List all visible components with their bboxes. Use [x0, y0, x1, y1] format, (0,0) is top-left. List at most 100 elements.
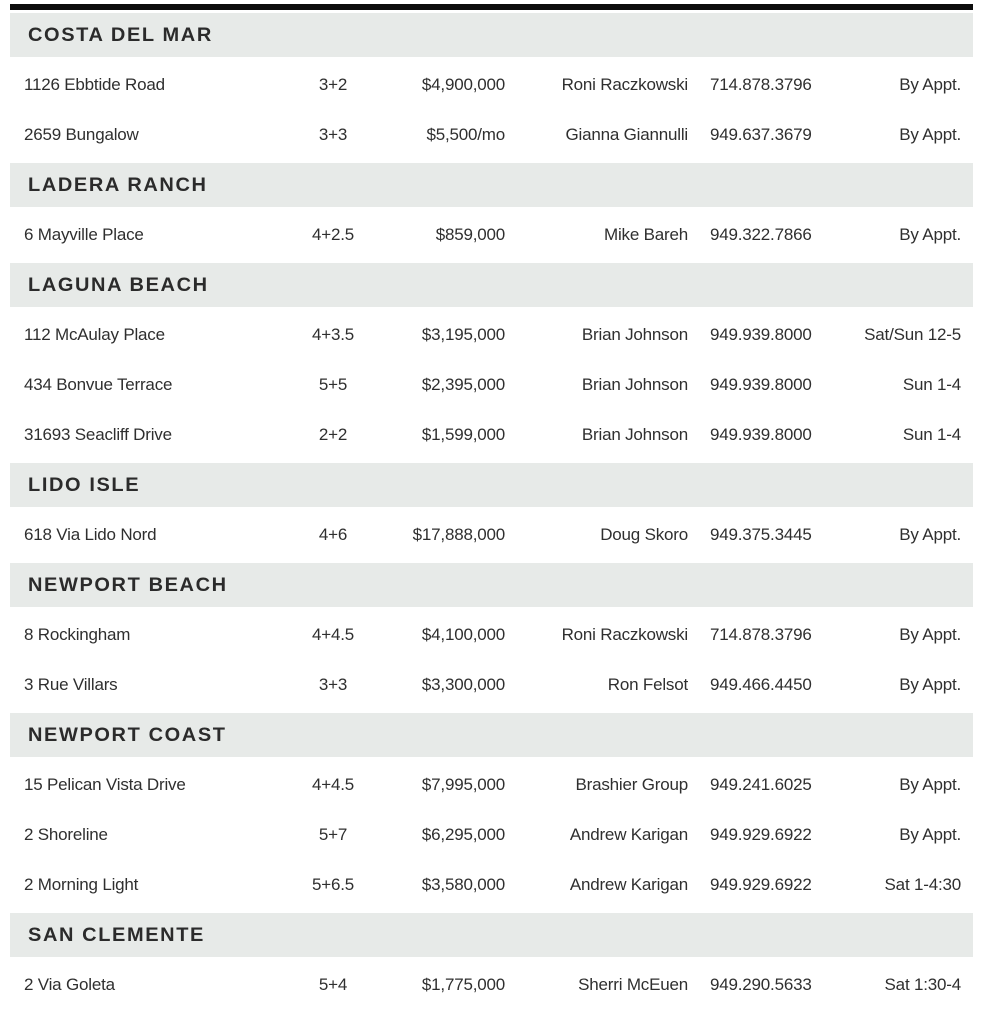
listing-row: 2659 Bungalow 3+3 $5,500/mo Gianna Giann…: [10, 110, 973, 160]
listing-phone: 714.878.3796: [710, 75, 812, 94]
city-name: NEWPORT BEACH: [28, 573, 228, 596]
city-header-band: LIDO ISLE: [10, 463, 973, 507]
listing-open-time: By Appt.: [899, 525, 961, 544]
listing-price: $3,580,000: [421, 875, 505, 894]
city-name: LADERA RANCH: [28, 173, 208, 196]
listing-address: 112 McAulay Place: [24, 325, 165, 344]
listing-agent: Mike Bareh: [604, 225, 688, 244]
listing-row: 15 Pelican Vista Drive 4+4.5 $7,995,000 …: [10, 760, 973, 810]
city-name: LIDO ISLE: [28, 473, 141, 496]
city-header-band: LADERA RANCH: [10, 163, 973, 207]
city-listings: 1126 Ebbtide Road 3+2 $4,900,000 Roni Ra…: [0, 60, 991, 160]
listing-phone: 949.322.7866: [710, 225, 812, 244]
listing-row: 2 Via Goleta 5+4 $1,775,000 Sherri McEue…: [10, 960, 973, 1010]
listing-price: $4,900,000: [421, 75, 505, 94]
listing-price: $17,888,000: [412, 525, 505, 544]
listing-open-time: By Appt.: [899, 225, 961, 244]
listing-phone: 949.241.6025: [710, 775, 812, 794]
listing-agent: Brian Johnson: [581, 375, 688, 394]
listing-agent: Roni Raczkowski: [561, 625, 688, 644]
top-rule: [10, 4, 973, 10]
listing-agent: Brian Johnson: [581, 325, 688, 344]
city-name: SAN CLEMENTE: [28, 923, 205, 946]
city-name: NEWPORT COAST: [28, 723, 227, 746]
listing-address: 2659 Bungalow: [24, 125, 139, 144]
listing-beds-baths: 5+5: [318, 375, 348, 394]
city-name: COSTA DEL MAR: [28, 23, 213, 46]
listing-price: $5,500/mo: [426, 125, 505, 144]
city-section: COSTA DEL MAR 1126 Ebbtide Road 3+2 $4,9…: [0, 13, 991, 160]
listing-phone: 949.939.8000: [710, 325, 812, 344]
listing-open-time: Sun 1-4: [902, 375, 961, 394]
listing-address: 1126 Ebbtide Road: [24, 75, 165, 94]
listing-open-time: By Appt.: [899, 775, 961, 794]
listing-open-time: By Appt.: [899, 125, 961, 144]
listing-open-time: Sat/Sun 12-5: [864, 325, 961, 344]
city-section: LADERA RANCH 6 Mayville Place 4+2.5 $859…: [0, 163, 991, 260]
city-section: LIDO ISLE 618 Via Lido Nord 4+6 $17,888,…: [0, 463, 991, 560]
city-section: NEWPORT BEACH 8 Rockingham 4+4.5 $4,100,…: [0, 563, 991, 710]
listing-phone: 949.929.6922: [710, 875, 812, 894]
city-header-band: COSTA DEL MAR: [10, 13, 973, 57]
listing-address: 31693 Seacliff Drive: [24, 425, 172, 444]
listing-agent: Andrew Karigan: [569, 825, 688, 844]
listing-price: $6,295,000: [421, 825, 505, 844]
listing-beds-baths: 3+3: [318, 125, 348, 144]
listings-table: COSTA DEL MAR 1126 Ebbtide Road 3+2 $4,9…: [0, 13, 991, 1010]
listing-beds-baths: 4+4.5: [311, 775, 354, 794]
listing-price: $3,300,000: [421, 675, 505, 694]
listing-phone: 949.939.8000: [710, 425, 812, 444]
listing-agent: Sherri McEuen: [578, 975, 688, 994]
listing-open-time: Sun 1-4: [902, 425, 961, 444]
listing-agent: Brian Johnson: [581, 425, 688, 444]
listing-address: 618 Via Lido Nord: [24, 525, 157, 544]
listing-address: 15 Pelican Vista Drive: [24, 775, 186, 794]
city-section: SAN CLEMENTE 2 Via Goleta 5+4 $1,775,000…: [0, 913, 991, 1010]
listing-beds-baths: 5+6.5: [311, 875, 354, 894]
listing-row: 112 McAulay Place 4+3.5 $3,195,000 Brian…: [10, 310, 973, 360]
listing-phone: 949.466.4450: [710, 675, 812, 694]
city-listings: 2 Via Goleta 5+4 $1,775,000 Sherri McEue…: [0, 960, 991, 1010]
city-listings: 618 Via Lido Nord 4+6 $17,888,000 Doug S…: [0, 510, 991, 560]
listing-open-time: By Appt.: [899, 825, 961, 844]
city-section: NEWPORT COAST 15 Pelican Vista Drive 4+4…: [0, 713, 991, 910]
listing-price: $859,000: [435, 225, 505, 244]
city-listings: 6 Mayville Place 4+2.5 $859,000 Mike Bar…: [0, 210, 991, 260]
listing-address: 3 Rue Villars: [24, 675, 118, 694]
listing-price: $7,995,000: [421, 775, 505, 794]
listing-agent: Gianna Giannulli: [565, 125, 689, 144]
city-section: LAGUNA BEACH 112 McAulay Place 4+3.5 $3,…: [0, 263, 991, 460]
city-header-band: LAGUNA BEACH: [10, 263, 973, 307]
listing-address: 2 Via Goleta: [24, 975, 115, 994]
listing-agent: Andrew Karigan: [569, 875, 688, 894]
listing-price: $1,775,000: [421, 975, 505, 994]
listing-price: $1,599,000: [421, 425, 505, 444]
listing-price: $2,395,000: [421, 375, 505, 394]
listing-address: 434 Bonvue Terrace: [24, 375, 173, 394]
listing-open-time: By Appt.: [899, 75, 961, 94]
listing-phone: 949.637.3679: [710, 125, 812, 144]
city-listings: 8 Rockingham 4+4.5 $4,100,000 Roni Raczk…: [0, 610, 991, 710]
listing-row: 6 Mayville Place 4+2.5 $859,000 Mike Bar…: [10, 210, 973, 260]
listing-beds-baths: 3+3: [318, 675, 348, 694]
listing-row: 3 Rue Villars 3+3 $3,300,000 Ron Felsot …: [10, 660, 973, 710]
listing-row: 8 Rockingham 4+4.5 $4,100,000 Roni Raczk…: [10, 610, 973, 660]
listing-phone: 949.939.8000: [710, 375, 812, 394]
listing-agent: Roni Raczkowski: [561, 75, 688, 94]
listing-beds-baths: 4+2.5: [311, 225, 354, 244]
listing-beds-baths: 3+2: [318, 75, 348, 94]
city-header-band: SAN CLEMENTE: [10, 913, 973, 957]
listing-row: 31693 Seacliff Drive 2+2 $1,599,000 Bria…: [10, 410, 973, 460]
listing-row: 1126 Ebbtide Road 3+2 $4,900,000 Roni Ra…: [10, 60, 973, 110]
listing-phone: 714.878.3796: [710, 625, 812, 644]
listing-beds-baths: 5+4: [318, 975, 348, 994]
listing-open-time: By Appt.: [899, 675, 961, 694]
listing-beds-baths: 4+6: [318, 525, 348, 544]
listing-row: 2 Shoreline 5+7 $6,295,000 Andrew Kariga…: [10, 810, 973, 860]
city-header-band: NEWPORT BEACH: [10, 563, 973, 607]
city-name: LAGUNA BEACH: [28, 273, 209, 296]
listing-phone: 949.375.3445: [710, 525, 812, 544]
listing-beds-baths: 2+2: [318, 425, 348, 444]
listing-address: 6 Mayville Place: [24, 225, 144, 244]
listing-open-time: Sat 1:30-4: [884, 975, 961, 994]
